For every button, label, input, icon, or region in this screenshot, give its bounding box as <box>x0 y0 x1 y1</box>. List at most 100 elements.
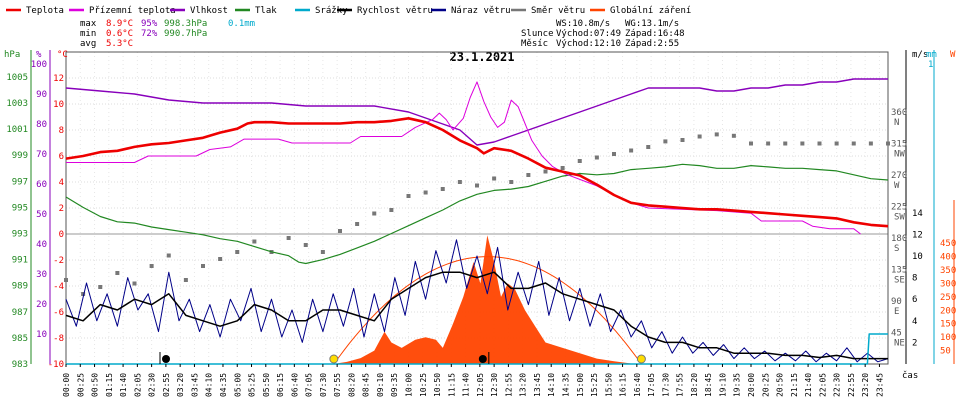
x-tick-label: 22:30 <box>833 373 842 397</box>
wind-speed-tick-label: 12 <box>912 230 923 240</box>
wind-direction-point <box>629 148 634 153</box>
astro-info-panel: WS:10.8m/s WG:13.1m/s Slunce Východ:07:49 Zá… <box>521 19 685 49</box>
radiation-unit: W <box>950 50 956 60</box>
x-tick-label: 05:25 <box>248 373 257 397</box>
radiation-tick-label: 100 <box>940 333 956 343</box>
pressure-tick-label: 999 <box>12 151 28 161</box>
pressure-tick-label: 983 <box>12 360 28 370</box>
series-vlhkost <box>65 78 888 146</box>
wind-direction-point <box>440 187 445 191</box>
humidity-tick-label: 100 <box>31 60 47 70</box>
x-tick-label: 11:40 <box>462 373 471 397</box>
wind-direction-point <box>201 264 205 268</box>
left-axes: hPa% °C9839859879899919939959979991001100… <box>4 50 68 370</box>
x-tick-label: 13:45 <box>533 373 542 397</box>
x-tick-label: 05:00 <box>233 373 242 397</box>
wind-speed-tick-label: 10 <box>912 252 923 262</box>
x-tick-label: 14:10 <box>547 373 556 397</box>
wind-direction-point <box>543 169 548 174</box>
temperature-tick-label: -10 <box>48 360 64 370</box>
x-tick-label: 14:35 <box>561 373 570 397</box>
wind-direction-point <box>252 239 257 244</box>
radiation-tick-label: 50 <box>940 347 951 357</box>
x-tick-label: 06:15 <box>276 373 285 397</box>
wind-direction-point <box>372 211 377 216</box>
plot-area <box>64 78 890 365</box>
series-sr-ky <box>66 333 888 365</box>
humidity-tick-label: 90 <box>36 90 47 100</box>
wind-direction-point <box>320 250 325 254</box>
x-tick-label: 02:30 <box>148 373 157 397</box>
wind-direction-tick: 270 <box>891 171 907 181</box>
legend-label: Srážky <box>315 6 348 16</box>
wind-direction-label: E <box>894 307 899 317</box>
legend-label: Tlak <box>255 6 277 16</box>
humidity-tick-label: 80 <box>36 120 47 130</box>
wind-direction-label: SE <box>894 276 905 286</box>
sun-label: Slunce <box>521 29 554 39</box>
x-tick-label: 19:35 <box>733 373 742 397</box>
rain-unit: mm <box>926 50 937 60</box>
wind-direction-point <box>235 250 240 254</box>
pressure-tick-label: 993 <box>12 230 28 240</box>
wind-direction-point <box>817 141 822 146</box>
legend-label: Globální záření <box>610 6 691 16</box>
x-tick-label: 09:10 <box>376 373 385 397</box>
wind-direction-point <box>509 180 514 184</box>
x-tick-label: 17:55 <box>676 373 685 397</box>
temperature-tick-label: 6 <box>59 152 64 162</box>
pressure-tick-label: 991 <box>12 256 28 266</box>
wind-direction-point <box>389 208 394 212</box>
pressure-tick-label: 989 <box>12 282 28 292</box>
wind-speed-tick-label: 2 <box>912 338 917 348</box>
pressure-tick-label: 995 <box>12 203 28 213</box>
pressure-tick-label: 997 <box>12 177 28 187</box>
temperature-tick-label: -2 <box>53 256 64 266</box>
pressure-tick-label: 985 <box>12 334 28 344</box>
legend-label: Směr větru <box>531 6 585 16</box>
wind-speed-max: WS:10.8m/s <box>556 19 610 29</box>
x-tick-label: 17:05 <box>647 373 656 397</box>
wind-direction-point <box>731 133 736 138</box>
x-tick-label: 19:10 <box>718 373 727 397</box>
x-tick-label: 08:45 <box>362 373 371 397</box>
stats-panel: max 8.9°C 95% 998.3hPa 0.1mm min 0.6°C 72% 990.7… <box>80 19 255 49</box>
legend: Teplota Přízemní teplota Vlhkost Tlak Srážky… <box>6 6 691 16</box>
x-tick-label: 21:15 <box>790 373 799 397</box>
x-tick-label: 15:50 <box>604 373 613 397</box>
stats-pressure: 990.7hPa <box>164 29 207 39</box>
wind-direction-label: N <box>894 118 899 128</box>
x-tick-label: 04:10 <box>205 373 214 397</box>
humidity-tick-label: 60 <box>36 180 47 190</box>
legend-label: Náraz větru <box>451 6 511 16</box>
stats-temperature: 8.9°C <box>106 19 133 29</box>
stats-rain: 0.1mm <box>228 19 255 29</box>
x-tick-label: 03:45 <box>190 373 199 397</box>
legend-label: Vlhkost <box>190 6 228 16</box>
wind-direction-point <box>166 253 171 258</box>
x-tick-label: 00:25 <box>76 373 85 397</box>
wind-direction-point <box>218 257 223 261</box>
humidity-tick-label: 10 <box>36 330 47 340</box>
wind-direction-tick: 315 <box>891 140 907 150</box>
wind-direction-point <box>663 139 668 144</box>
wind-direction-label: NW <box>894 150 905 160</box>
wind-gust-max: WG:13.1m/s <box>625 19 679 29</box>
wind-direction-point <box>577 159 582 163</box>
radiation-tick-label: 350 <box>940 266 956 276</box>
wind-direction-point <box>286 236 291 240</box>
wind-direction-point <box>594 155 599 160</box>
x-tick-label: 10:50 <box>433 373 442 397</box>
legend-label: Rychlost větru <box>357 6 433 16</box>
x-tick-label: 04:35 <box>219 373 228 397</box>
stats-pressure: 998.3hPa <box>164 19 207 29</box>
wind-direction-point <box>783 141 788 146</box>
humidity-tick-label: 40 <box>36 240 47 250</box>
x-tick-label: 16:40 <box>633 373 642 397</box>
wind-direction-point <box>868 141 873 146</box>
stats-label: avg <box>80 39 96 49</box>
stats-temperature: 5.3°C <box>106 39 133 49</box>
series-n-raz-v-tru <box>65 239 889 363</box>
x-tick-label: 08:20 <box>347 373 356 397</box>
